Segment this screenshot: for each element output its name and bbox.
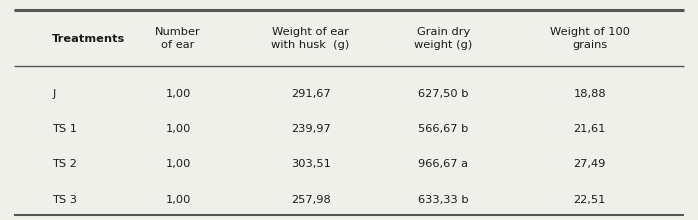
Text: 27,49: 27,49 bbox=[574, 159, 606, 169]
Text: Weight of ear
with husk  (g): Weight of ear with husk (g) bbox=[272, 27, 350, 50]
Text: 257,98: 257,98 bbox=[291, 195, 330, 205]
Text: Grain dry
weight (g): Grain dry weight (g) bbox=[414, 27, 473, 50]
Text: 291,67: 291,67 bbox=[291, 88, 330, 99]
Text: 303,51: 303,51 bbox=[290, 159, 331, 169]
Text: 1,00: 1,00 bbox=[165, 124, 191, 134]
Text: Number
of ear: Number of ear bbox=[155, 27, 201, 50]
Text: 22,51: 22,51 bbox=[574, 195, 606, 205]
Text: 566,67 b: 566,67 b bbox=[418, 124, 468, 134]
Text: Treatments: Treatments bbox=[52, 33, 126, 44]
Text: 1,00: 1,00 bbox=[165, 88, 191, 99]
Text: 633,33 b: 633,33 b bbox=[418, 195, 468, 205]
Text: 627,50 b: 627,50 b bbox=[418, 88, 468, 99]
Text: 1,00: 1,00 bbox=[165, 159, 191, 169]
Text: TS 3: TS 3 bbox=[52, 195, 77, 205]
Text: J: J bbox=[52, 88, 56, 99]
Text: 966,67 a: 966,67 a bbox=[418, 159, 468, 169]
Text: 239,97: 239,97 bbox=[291, 124, 330, 134]
Text: 1,00: 1,00 bbox=[165, 195, 191, 205]
Text: Weight of 100
grains: Weight of 100 grains bbox=[550, 27, 630, 50]
Text: 18,88: 18,88 bbox=[574, 88, 606, 99]
Text: 21,61: 21,61 bbox=[574, 124, 606, 134]
Text: TS 1: TS 1 bbox=[52, 124, 77, 134]
Text: TS 2: TS 2 bbox=[52, 159, 77, 169]
